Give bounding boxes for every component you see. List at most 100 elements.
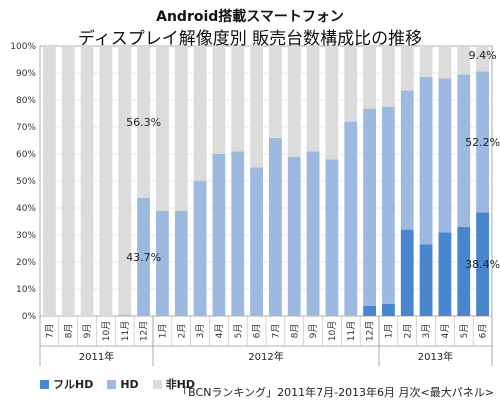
x-tick-label: 3月 xyxy=(421,324,432,339)
bar-fullhd xyxy=(457,226,471,316)
x-tick-label: 8月 xyxy=(289,324,300,339)
bar-hd xyxy=(306,151,320,316)
x-tick-label: 3月 xyxy=(195,324,206,339)
bar-hd xyxy=(212,154,226,316)
bar-non-hd xyxy=(43,46,56,316)
bar-fullhd xyxy=(363,305,376,316)
bar-non-hd xyxy=(118,46,132,315)
legend-swatch-hd xyxy=(107,379,117,389)
x-tick-label: 12月 xyxy=(365,321,376,341)
bar-hd xyxy=(156,210,169,316)
legend: フルHD HD 非HD xyxy=(40,376,195,392)
y-tick-label: 50% xyxy=(16,177,36,187)
bar-non-hd xyxy=(287,46,301,157)
data-label: 9.4% xyxy=(469,49,497,62)
y-tick-label: 60% xyxy=(16,150,36,160)
legend-label-hd: HD xyxy=(120,377,139,391)
bar-non-hd xyxy=(382,46,395,107)
x-tick-label: 2月 xyxy=(176,324,187,339)
bar-non-hd xyxy=(99,46,113,316)
y-tick-label: 80% xyxy=(16,96,36,106)
x-tick-label: 1月 xyxy=(157,324,168,339)
bar-non-hd xyxy=(137,46,150,199)
bar-hd xyxy=(269,137,282,316)
bar-fullhd xyxy=(419,244,433,316)
y-tick-label: 70% xyxy=(16,123,36,133)
source-note: 「BCNランキング」2011年7月-2013年6月 月次<最大パネル> xyxy=(177,386,494,399)
x-tick-label: 9月 xyxy=(82,324,93,339)
bar-fullhd xyxy=(400,229,414,316)
x-tick-label: 4月 xyxy=(440,324,451,339)
bar-non-hd xyxy=(61,46,75,316)
bar-fullhd xyxy=(382,303,395,316)
x-tick-label: 10月 xyxy=(327,321,338,341)
bar-hd xyxy=(438,78,452,233)
y-tick-label: 30% xyxy=(16,231,36,241)
bar-hd xyxy=(476,71,489,213)
x-tick-label: 6月 xyxy=(478,324,489,339)
chart-title: Android搭載スマートフォン xyxy=(156,9,344,25)
chart-subtitle: ディスプレイ解像度別 販売台数構成比の推移 xyxy=(77,29,423,49)
bar-hd xyxy=(137,198,150,316)
bar-hd xyxy=(287,156,301,316)
x-tick-label: 5月 xyxy=(459,324,470,339)
bar-hd xyxy=(457,74,471,227)
bar-non-hd xyxy=(212,46,226,154)
bar-hd xyxy=(325,159,339,316)
bar-hd xyxy=(419,77,433,245)
bar-fullhd xyxy=(438,232,452,316)
x-tick-label: 12月 xyxy=(139,321,150,341)
bar-non-hd xyxy=(457,46,471,75)
y-tick-label: 20% xyxy=(16,258,36,268)
bar-non-hd xyxy=(156,46,169,211)
year-group-label: 2012年 xyxy=(248,350,283,363)
bar-hd xyxy=(250,167,263,316)
x-tick-label: 1月 xyxy=(383,324,394,339)
x-tick-label: 2月 xyxy=(402,324,413,339)
bar-hd xyxy=(382,106,395,304)
data-label: 52.2% xyxy=(465,136,500,149)
bar-non-hd xyxy=(250,46,263,168)
bar-non-hd xyxy=(174,46,188,211)
bar-fullhd xyxy=(476,212,489,316)
bar-non-hd xyxy=(306,46,320,152)
x-tick-label: 9月 xyxy=(308,324,319,339)
y-tick-label: 100% xyxy=(10,42,36,52)
bar-hd xyxy=(193,181,207,316)
x-tick-label: 4月 xyxy=(214,324,225,339)
x-tick-label: 11月 xyxy=(120,321,131,341)
legend-item-non-hd: 非HD xyxy=(152,376,196,392)
x-tick-label: 5月 xyxy=(233,324,244,339)
bar-hd xyxy=(174,210,188,316)
bar-non-hd xyxy=(344,46,358,122)
bar-non-hd xyxy=(231,46,245,152)
x-tick-label: 8月 xyxy=(63,324,74,339)
legend-label-fullhd: フルHD xyxy=(53,378,94,391)
legend-swatch-non-hd xyxy=(152,379,162,389)
data-label: 38.4% xyxy=(465,258,500,271)
bar-non-hd xyxy=(80,46,94,316)
bar-non-hd xyxy=(269,46,282,138)
bar-non-hd xyxy=(400,46,414,91)
bar-non-hd xyxy=(476,46,489,72)
legend-swatch-fullhd xyxy=(40,379,49,389)
legend-label-non-hd: 非HD xyxy=(165,378,196,391)
bar-non-hd xyxy=(193,46,207,181)
bar-hd xyxy=(363,108,376,306)
x-tick-label: 10月 xyxy=(101,321,112,341)
bar-non-hd xyxy=(438,46,452,79)
data-label: 56.3% xyxy=(126,116,161,129)
bar-hd xyxy=(231,151,245,316)
y-tick-label: 10% xyxy=(16,285,36,295)
y-tick-label: 0% xyxy=(22,312,37,322)
bar-non-hd xyxy=(325,46,339,160)
bar-non-hd xyxy=(419,46,433,78)
year-group-label: 2011年 xyxy=(79,350,114,363)
bar-hd xyxy=(344,121,358,316)
legend-item-fullhd: フルHD xyxy=(40,376,93,392)
legend-item-hd: HD xyxy=(107,376,139,392)
y-tick-label: 90% xyxy=(16,69,36,79)
bar-hd xyxy=(400,90,414,230)
